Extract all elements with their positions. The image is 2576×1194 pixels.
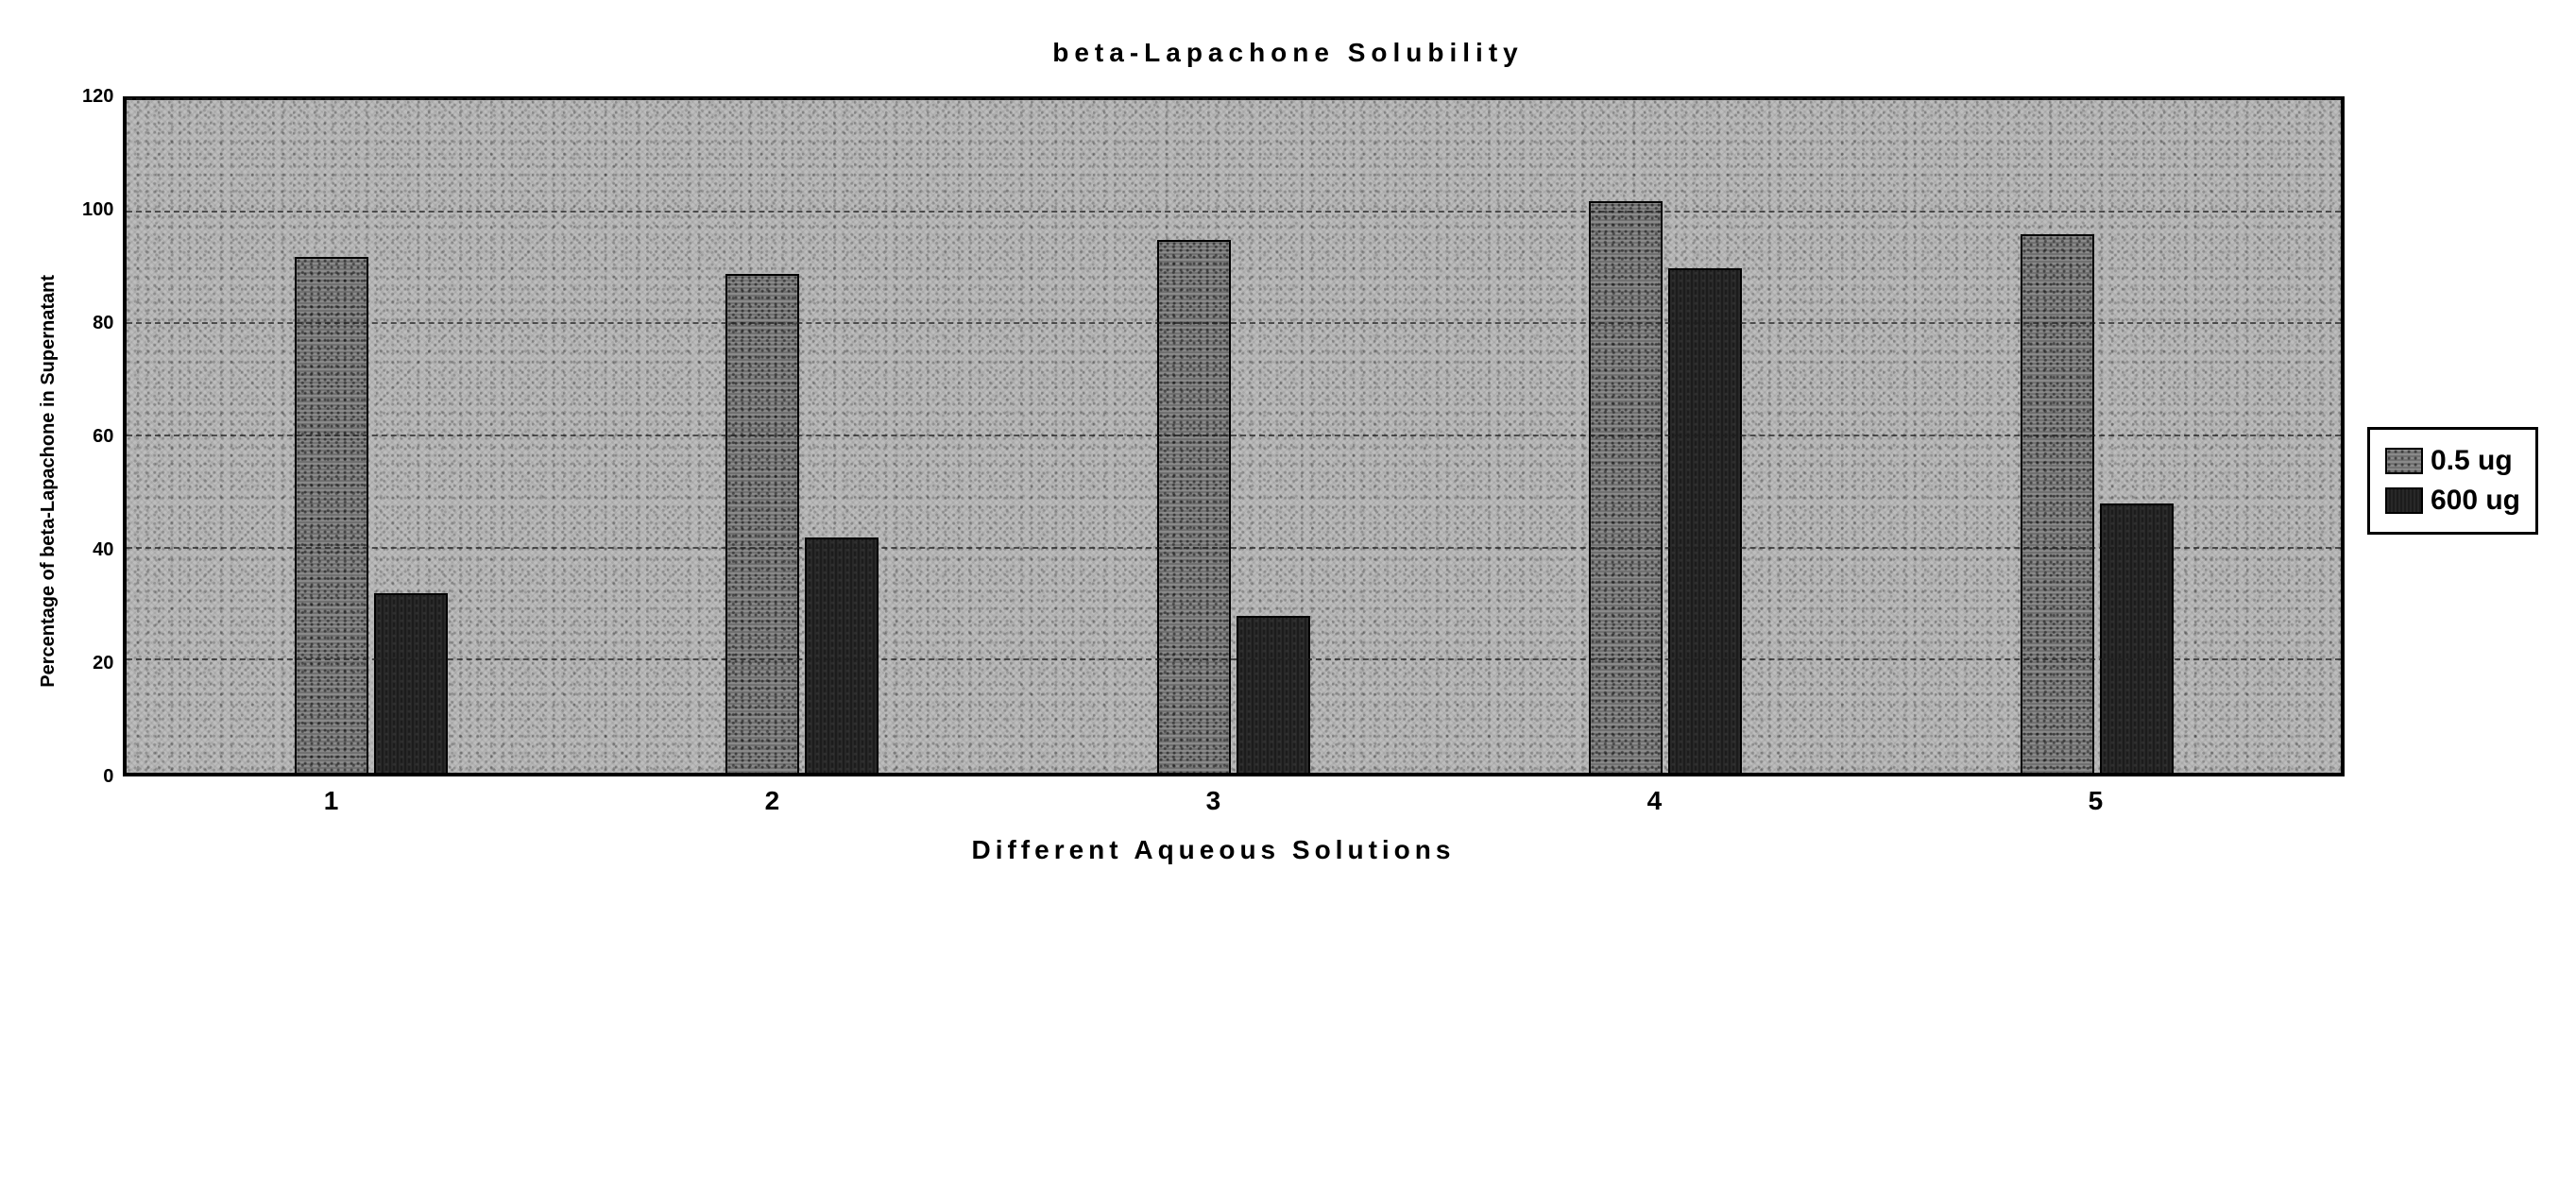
legend-item: 600 ug — [2385, 481, 2520, 520]
x-tick: 4 — [1578, 786, 1731, 816]
solubility-bar-chart: beta-Lapachone Solubility Percentage of … — [38, 38, 2538, 865]
gridline — [127, 658, 2341, 660]
bar-series-b — [805, 537, 879, 773]
legend-label: 0.5 ug — [2431, 441, 2513, 481]
x-tick: 5 — [2019, 786, 2172, 816]
bar-series-b — [1237, 616, 1310, 773]
bar-series-a — [1589, 201, 1663, 773]
bar-series-a — [1157, 240, 1231, 773]
bar-series-a — [2021, 234, 2094, 773]
bar-group — [1157, 100, 1310, 773]
legend-item: 0.5 ug — [2385, 441, 2520, 481]
legend-swatch — [2385, 487, 2423, 514]
bar-series-b — [2100, 503, 2174, 773]
x-tick: 2 — [695, 786, 848, 816]
bar-group — [2021, 100, 2174, 773]
bar-group — [725, 100, 879, 773]
gridline — [127, 98, 2341, 100]
y-axis-ticks: 020406080100120 — [82, 96, 123, 776]
bar-groups — [127, 100, 2341, 773]
bar-series-a — [295, 257, 368, 773]
legend: 0.5 ug600 ug — [2367, 427, 2538, 535]
chart-title: beta-Lapachone Solubility — [1052, 38, 1523, 68]
legend-label: 600 ug — [2431, 481, 2520, 520]
legend-swatch — [2385, 448, 2423, 474]
x-tick: 3 — [1136, 786, 1289, 816]
plot-column: 020406080100120 1 2 3 4 5 Different Aqueous … — [82, 96, 2345, 865]
plot-and-yticks: 020406080100120 — [82, 96, 2345, 776]
gridline — [127, 547, 2341, 549]
chart-body-row: Percentage of beta-Lapachone in Supernat… — [38, 96, 2538, 865]
bar-group — [295, 100, 448, 773]
x-tick: 1 — [254, 786, 407, 816]
plot-area — [123, 96, 2345, 776]
bar-series-a — [725, 274, 799, 773]
gridline — [127, 435, 2341, 436]
bar-group — [1589, 100, 1742, 773]
gridline — [127, 211, 2341, 213]
x-axis-ticks: 1 2 3 4 5 — [82, 776, 2345, 816]
bar-series-b — [1668, 268, 1742, 773]
gridline — [127, 322, 2341, 324]
bar-series-b — [374, 593, 448, 773]
y-axis-label: Percentage of beta-Lapachone in Supernat… — [38, 275, 60, 688]
x-axis-label: Different Aqueous Solutions — [82, 835, 2345, 865]
